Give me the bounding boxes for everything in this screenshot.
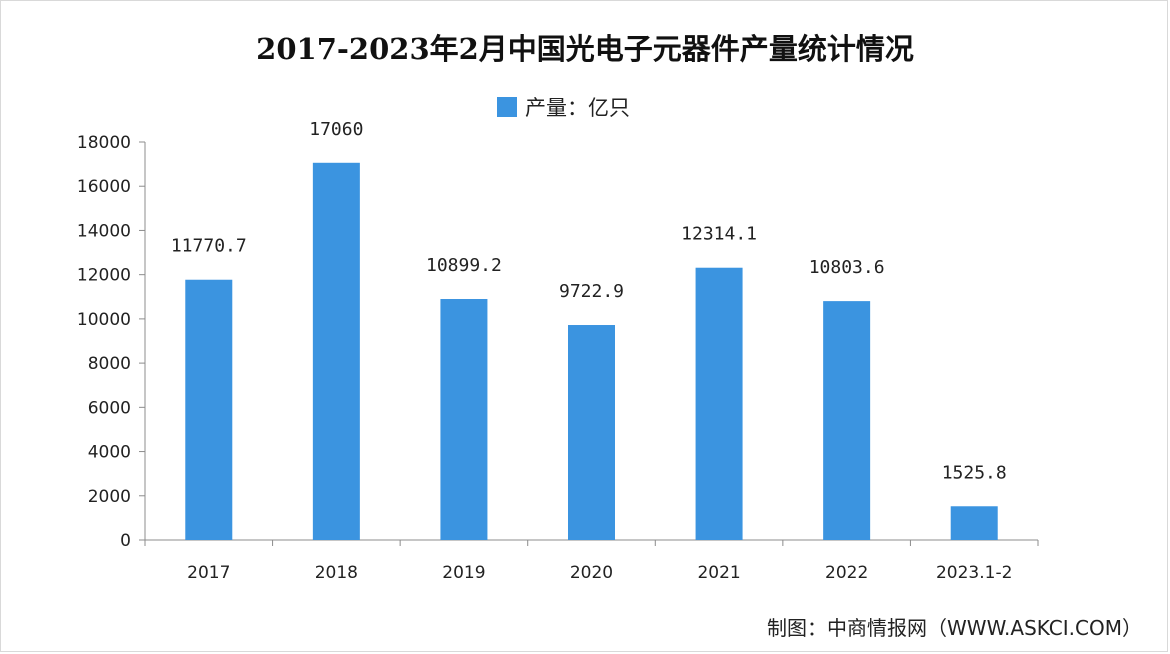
data-label: 12314.1 — [681, 224, 757, 245]
data-label: 10899.2 — [426, 255, 502, 276]
x-tick-label: 2023.1-2 — [936, 563, 1012, 583]
y-tick-label: 16000 — [77, 177, 131, 197]
bar — [185, 279, 233, 540]
legend-label: 产量：亿只 — [525, 96, 630, 120]
data-label: 11770.7 — [171, 236, 247, 257]
data-label: 17060 — [309, 119, 363, 140]
x-tick-label: 2017 — [187, 563, 230, 583]
y-tick-label: 12000 — [77, 266, 131, 286]
bar — [823, 301, 871, 540]
legend: 产量：亿只 — [497, 92, 630, 122]
x-tick-label: 2018 — [315, 563, 358, 583]
y-tick-label: 8000 — [88, 354, 131, 374]
bar — [568, 325, 615, 540]
y-tick-label: 0 — [120, 531, 131, 551]
y-tick-label: 4000 — [88, 443, 131, 463]
chart-title: 2017-2023年2月中国光电子元器件产量统计情况 — [256, 32, 914, 66]
legend-swatch — [497, 97, 517, 117]
y-tick-label: 2000 — [88, 487, 131, 507]
bar — [440, 299, 488, 540]
bar — [950, 506, 998, 540]
data-label: 9722.9 — [559, 281, 624, 302]
x-tick-label: 2022 — [825, 563, 868, 583]
y-tick-label: 10000 — [77, 310, 131, 330]
data-label: 10803.6 — [809, 257, 885, 278]
y-tick-label: 6000 — [88, 398, 131, 418]
y-tick-label: 14000 — [77, 221, 131, 241]
x-tick-label: 2019 — [442, 563, 485, 583]
bar — [695, 267, 743, 540]
y-tick-label: 18000 — [77, 133, 131, 153]
bar — [312, 162, 360, 541]
x-tick-label: 2020 — [570, 563, 613, 583]
data-label: 1525.8 — [942, 462, 1007, 483]
x-tick-label: 2021 — [697, 563, 740, 583]
source-credit: 制图：中商情报网（WWW.ASKCI.COM） — [767, 616, 1142, 640]
